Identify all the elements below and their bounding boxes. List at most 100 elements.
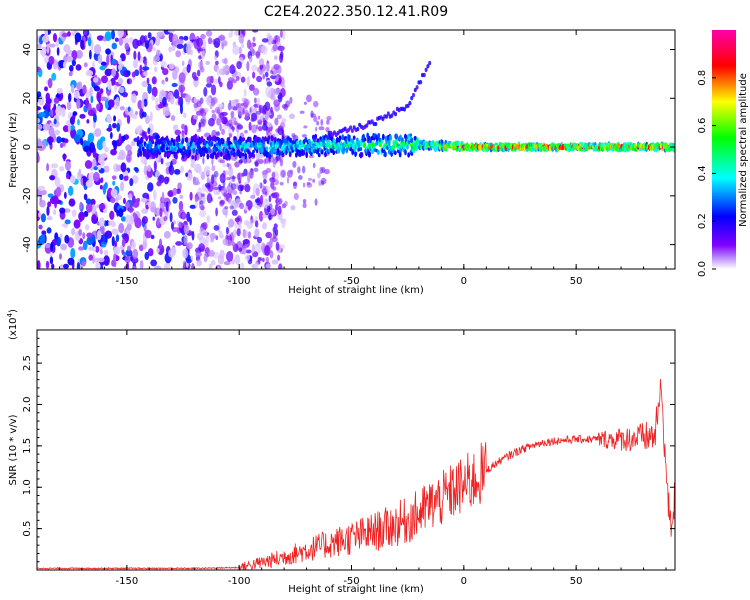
heatmap-cell [223,57,228,65]
heatmap-cell [136,197,141,203]
heatmap-cell [311,144,315,149]
heatmap-cell [273,179,280,186]
heatmap-cell [168,165,172,173]
heatmap-cell [126,223,132,231]
heatmap-cell [268,195,272,203]
heatmap-cell [150,234,155,240]
heatmap-cell [266,122,273,128]
heatmap-cell [203,165,211,176]
heatmap-cell [315,126,318,132]
heatmap-cell [243,219,250,226]
heatmap-cell [190,138,194,143]
heatmap-cell [275,228,279,237]
heatmap-cell [259,182,263,189]
heatmap-cell [326,119,330,125]
heatmap-cell [53,103,57,111]
heatmap-cell [101,75,108,84]
heatmap-cell [129,178,134,187]
heatmap-cell [92,246,96,252]
heatmap-cell [230,110,235,118]
heatmap-cell [293,181,298,186]
heatmap-cell [200,118,206,123]
heatmap-cell [88,254,94,261]
heatmap-cell [118,222,125,234]
heatmap-cell [124,42,130,51]
heatmap-cell [170,221,175,230]
heatmap-cell [291,140,295,145]
heatmap-cell [97,154,105,165]
heatmap-cell [238,247,243,252]
heatmap-cell [338,135,342,141]
heatmap-cell [324,168,330,175]
heatmap-cell [110,30,116,40]
heatmap-cell [141,216,148,225]
heatmap-cell [126,115,131,124]
heatmap-cell [208,263,213,269]
heatmap-cell [173,146,177,151]
heatmap-cell [41,35,50,43]
heatmap-cell [104,146,109,153]
heatmap-cell [410,95,414,101]
heatmap-cell [242,108,246,115]
heatmap-cell [145,40,150,49]
heatmap-cell [242,97,248,103]
heatmap-cell [286,136,290,141]
heatmap-cell [252,186,256,197]
heatmap-cell [209,178,212,185]
heatmap-cell [78,168,82,177]
heatmap-cell [100,61,107,66]
heatmap-cell [70,175,76,184]
heatmap-cell [131,241,136,250]
heatmap-cell [178,221,183,229]
y-tick-label: 40 [22,43,33,56]
heatmap-cell [184,137,188,143]
heatmap-cell [126,51,130,56]
heatmap-cell [210,84,217,96]
heatmap-cell [128,205,133,214]
heatmap-cell [222,180,226,188]
heatmap-cell [238,184,245,189]
heatmap-cell [176,38,184,45]
heatmap-cell [313,116,318,123]
spectrogram-y-ticks: -40 -20 0 20 40 [22,43,675,253]
heatmap-cell [134,110,139,115]
heatmap-cell [223,64,230,76]
heatmap-cell [70,84,75,94]
heatmap-cell [222,207,229,216]
heatmap-cell [151,76,157,85]
heatmap-cell [184,94,192,103]
heatmap-cell [273,99,281,107]
heatmap-cell [171,44,176,52]
heatmap-cell [168,248,176,258]
heatmap-cell [173,89,180,99]
heatmap-cell [419,79,423,85]
heatmap-cell [66,100,72,111]
heatmap-cell [99,249,103,255]
heatmap-cell [139,150,143,155]
heatmap-cell [131,113,138,120]
x-tick-label: -100 [228,576,251,587]
heatmap-cell [231,209,238,216]
heatmap-cell [64,234,70,244]
heatmap-cell [244,254,250,262]
heatmap-cell [73,90,80,99]
heatmap-cell [206,193,213,204]
heatmap-cell [47,78,53,89]
heatmap-cell [216,190,221,196]
heatmap-cell [46,163,50,172]
heatmap-cell [261,38,269,43]
heatmap-cell [230,116,237,122]
heatmap-cell [71,209,77,217]
heatmap-cell [218,230,223,239]
colorbar-label: Normalized spectral amplitude [738,73,749,227]
heatmap-cell [140,197,148,203]
heatmap-cell [289,137,292,143]
heatmap-cell [65,173,70,180]
heatmap-cell [242,229,249,238]
heatmap-cell [249,107,252,113]
heatmap-cell [63,208,71,213]
heatmap-cell [265,146,269,151]
heatmap-cell [103,255,110,267]
heatmap-cell [37,124,43,130]
heatmap-cell [107,79,112,91]
